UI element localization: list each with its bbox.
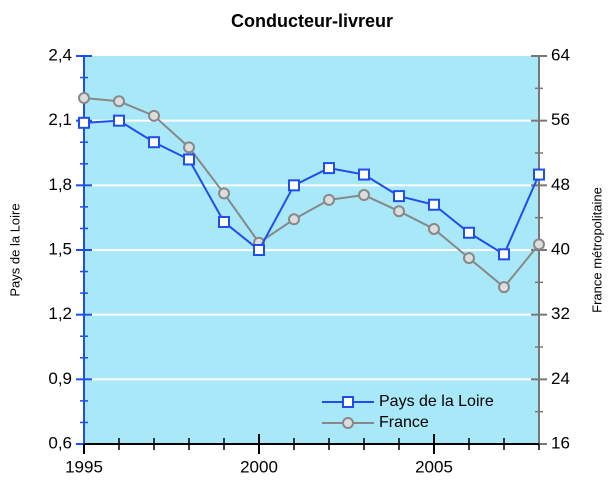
y-axis-label: Pays de la Loire <box>7 203 22 296</box>
point <box>113 95 125 108</box>
y2-tick-label: 56 <box>551 110 570 129</box>
legend-label: Pays de la Loire <box>379 393 494 410</box>
point <box>358 189 370 202</box>
point <box>148 136 160 149</box>
point <box>463 252 475 265</box>
point <box>288 213 300 226</box>
point <box>498 248 510 261</box>
point <box>533 168 545 181</box>
chart-title: Conducteur-livreur <box>231 11 393 31</box>
y-tick-label: 2,4 <box>48 45 72 64</box>
point <box>463 226 475 239</box>
x-tick-label: 2005 <box>415 457 453 476</box>
point <box>183 141 195 154</box>
point <box>323 193 335 206</box>
y2-tick-label: 32 <box>551 304 570 323</box>
point <box>428 222 440 235</box>
y-tick-label: 0,6 <box>48 433 72 452</box>
point <box>393 190 405 203</box>
legend-marker <box>342 417 354 429</box>
point <box>218 187 230 200</box>
point <box>498 281 510 294</box>
y-tick-label: 1,2 <box>48 304 72 323</box>
y-tick-label: 0,9 <box>48 369 72 388</box>
y2-tick-label: 48 <box>551 175 570 194</box>
point <box>358 168 370 181</box>
y2-tick-label: 16 <box>551 433 570 452</box>
point <box>393 205 405 218</box>
point <box>78 116 90 129</box>
point <box>78 92 90 105</box>
point <box>533 238 545 251</box>
point <box>148 109 160 122</box>
point <box>113 114 125 127</box>
legend-marker <box>342 396 354 408</box>
point <box>253 244 265 256</box>
y2-axis-label: France métropolitaine <box>589 187 604 313</box>
x-tick-label: 2000 <box>240 457 278 476</box>
y-tick-label: 2,1 <box>48 110 72 129</box>
series-line <box>83 97 540 289</box>
point <box>428 198 440 211</box>
point <box>183 153 195 166</box>
y-tick-label: 1,5 <box>48 239 72 258</box>
point <box>288 179 300 192</box>
legend-label: France <box>379 414 429 431</box>
y-tick-label: 1,8 <box>48 175 72 194</box>
y2-tick-label: 64 <box>551 45 570 64</box>
point <box>323 162 335 175</box>
y2-tick-label: 40 <box>551 239 570 258</box>
x-tick-label: 1995 <box>65 457 103 476</box>
point <box>218 215 230 228</box>
y2-tick-label: 24 <box>551 369 570 388</box>
